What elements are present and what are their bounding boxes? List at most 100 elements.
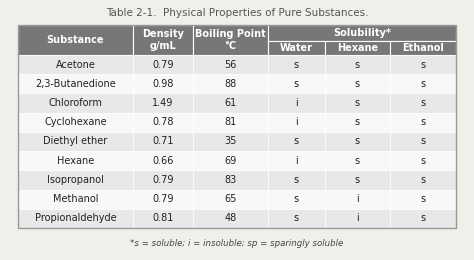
Bar	[193, 151, 268, 170]
Bar	[133, 209, 193, 228]
Bar	[193, 113, 268, 132]
Bar	[390, 113, 456, 132]
Text: Hexane: Hexane	[337, 43, 378, 53]
Bar	[133, 132, 193, 151]
Bar	[390, 190, 456, 209]
Bar	[390, 151, 456, 170]
Text: Methanol: Methanol	[53, 194, 98, 204]
Text: s: s	[420, 79, 426, 89]
Text: *s = soluble; i = insoluble; sp = sparingly soluble: *s = soluble; i = insoluble; sp = sparin…	[130, 238, 344, 248]
Text: 69: 69	[224, 156, 237, 166]
Text: 56: 56	[224, 60, 237, 70]
Text: Solubility*: Solubility*	[333, 28, 391, 38]
Text: Substance: Substance	[47, 35, 104, 45]
Text: i: i	[295, 156, 298, 166]
Text: s: s	[420, 98, 426, 108]
Bar	[18, 25, 133, 55]
Text: 0.71: 0.71	[152, 136, 174, 146]
Text: s: s	[355, 79, 360, 89]
Text: i: i	[295, 117, 298, 127]
Bar	[268, 25, 456, 41]
Text: s: s	[355, 117, 360, 127]
Bar	[325, 190, 390, 209]
Bar	[193, 209, 268, 228]
Text: 0.66: 0.66	[153, 156, 174, 166]
Bar	[390, 41, 456, 55]
Bar	[133, 55, 193, 74]
Bar	[325, 132, 390, 151]
Text: s: s	[293, 136, 299, 146]
Bar	[193, 93, 268, 113]
Bar	[390, 170, 456, 190]
Text: 0.79: 0.79	[152, 175, 174, 185]
Text: 0.98: 0.98	[153, 79, 174, 89]
Bar	[18, 132, 133, 151]
Bar	[325, 74, 390, 93]
Bar	[390, 209, 456, 228]
Text: s: s	[293, 194, 299, 204]
Text: 83: 83	[224, 175, 237, 185]
Bar	[193, 190, 268, 209]
Bar	[268, 41, 325, 55]
Bar	[268, 55, 325, 74]
Bar	[133, 151, 193, 170]
Text: 0.78: 0.78	[152, 117, 174, 127]
Text: 48: 48	[224, 213, 237, 223]
Text: 0.81: 0.81	[153, 213, 174, 223]
Bar	[268, 151, 325, 170]
Bar	[390, 74, 456, 93]
Text: s: s	[293, 79, 299, 89]
Text: i: i	[356, 213, 359, 223]
Text: s: s	[355, 136, 360, 146]
Bar	[268, 93, 325, 113]
Text: s: s	[355, 175, 360, 185]
Text: Boiling Point
°C: Boiling Point °C	[195, 29, 266, 51]
Text: s: s	[355, 98, 360, 108]
Bar	[133, 190, 193, 209]
Text: Cyclohexane: Cyclohexane	[44, 117, 107, 127]
Text: Isopropanol: Isopropanol	[47, 175, 104, 185]
Text: s: s	[420, 175, 426, 185]
Text: Diethyl ether: Diethyl ether	[43, 136, 108, 146]
Bar	[325, 41, 390, 55]
Bar	[325, 113, 390, 132]
Bar	[18, 113, 133, 132]
Bar	[268, 170, 325, 190]
Text: 81: 81	[224, 117, 237, 127]
Bar	[133, 170, 193, 190]
Bar	[268, 209, 325, 228]
Text: s: s	[293, 175, 299, 185]
Bar	[268, 190, 325, 209]
Bar	[18, 170, 133, 190]
Text: 1.49: 1.49	[153, 98, 174, 108]
Bar	[133, 25, 193, 55]
Text: Acetone: Acetone	[55, 60, 95, 70]
Bar	[18, 55, 133, 74]
Text: 2,3-Butanedione: 2,3-Butanedione	[35, 79, 116, 89]
Bar	[325, 55, 390, 74]
Text: Table 2-1.  Physical Properties of Pure Substances.: Table 2-1. Physical Properties of Pure S…	[106, 8, 368, 18]
Text: s: s	[420, 194, 426, 204]
Bar	[193, 132, 268, 151]
Bar	[193, 74, 268, 93]
Bar	[325, 151, 390, 170]
Bar	[18, 93, 133, 113]
Text: i: i	[295, 98, 298, 108]
Text: s: s	[293, 213, 299, 223]
Bar	[390, 55, 456, 74]
Text: s: s	[420, 136, 426, 146]
Bar	[268, 132, 325, 151]
Text: s: s	[420, 213, 426, 223]
Bar	[193, 170, 268, 190]
Bar	[325, 170, 390, 190]
Bar	[390, 132, 456, 151]
Bar	[268, 113, 325, 132]
Bar	[193, 25, 268, 55]
Bar	[18, 190, 133, 209]
Text: 0.79: 0.79	[152, 194, 174, 204]
Text: Ethanol: Ethanol	[402, 43, 444, 53]
Bar	[390, 93, 456, 113]
Text: s: s	[293, 60, 299, 70]
Text: Chloroform: Chloroform	[48, 98, 102, 108]
Text: 35: 35	[224, 136, 237, 146]
